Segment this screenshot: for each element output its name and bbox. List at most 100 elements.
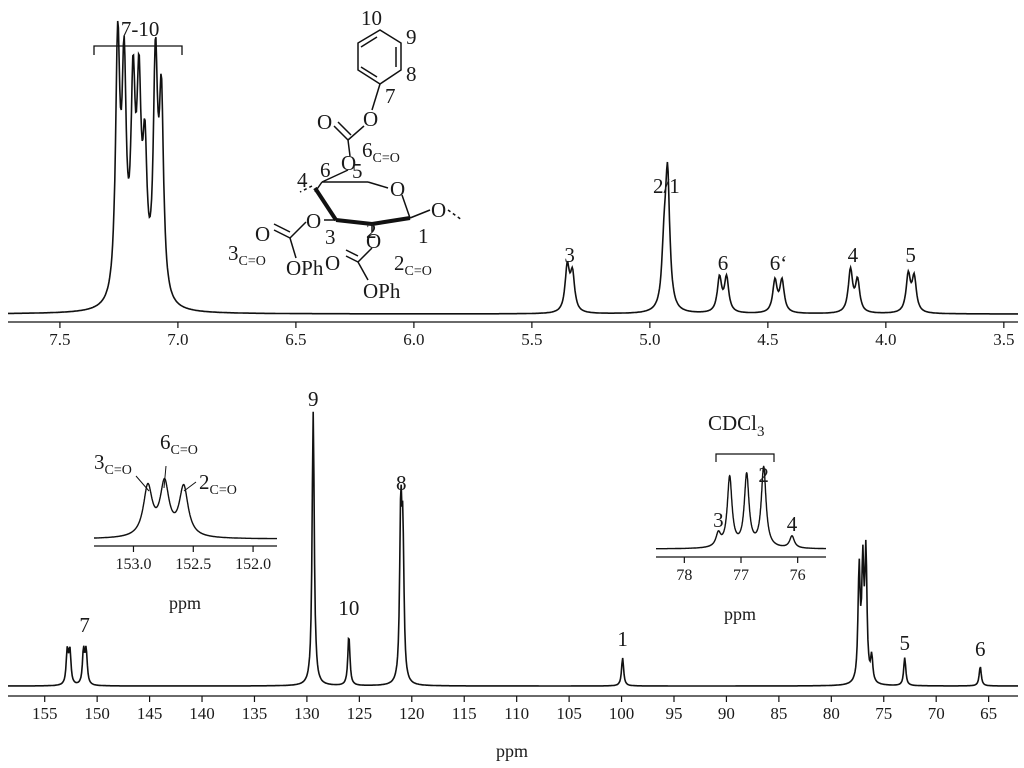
structure-labels: 10 9 8 7 O O O 6C=O 6 5 4 O O 3 2 1 O O … [228,6,446,303]
x-tick-label: 135 [242,704,268,723]
bond [409,209,431,219]
oxygen-label: O [363,107,378,131]
carbonyl-inset-ticks: 153.0 152.5 152.0 [115,546,271,573]
x-tick-label: 152.0 [235,556,271,573]
peak-label: 6 [718,251,729,275]
bond [357,261,369,281]
x-tick-label: 76 [790,567,806,584]
bond [321,169,349,183]
atom-number-6: 6 [320,158,331,182]
h1-panel: 7.5 7.0 6.5 6.0 5.5 5.0 4.5 4.0 3.5 7-10 3 2/1 6 6‘ 4… [8,17,1018,349]
bond [371,83,381,111]
x-tick-label: 75 [875,704,892,723]
x-tick-label: 85 [770,704,787,723]
x-tick-label: 5.0 [639,330,660,349]
peak-label: 3 [564,243,575,267]
leader-line [183,481,197,492]
phenyl-inner-bond [360,36,378,48]
x-tick-label: 150 [84,704,110,723]
atom-number-1: 1 [418,224,429,248]
x-tick-label: 140 [189,704,215,723]
x-tick-label: 152.5 [175,556,211,573]
c13-panel: 155 150 145 140 135 130 125 120 115 110 105 100 95 90… [8,387,1018,761]
cdcl3-inset-x-label: ppm [724,604,756,624]
atom-number-5: 5 [352,159,363,183]
cdcl3-inset: 78 77 76 ppm CDCl3 3 2 4 [656,411,826,624]
leader-line [135,475,150,492]
phenoxy-label: OPh [363,279,401,303]
ring-oxygen-label: O [390,177,405,201]
oxygen-label: O [255,222,270,246]
x-tick-label: 78 [676,567,692,584]
bond [299,185,313,193]
bond [273,229,291,239]
x-tick-label: 125 [347,704,373,723]
bond [357,247,373,263]
x-tick-label: 7.0 [167,330,188,349]
phenyl-inner-bond [360,66,378,78]
bond [337,121,352,136]
bond [313,186,338,222]
c13-spectrum-trace [8,411,1018,687]
h1-x-ticks: 7.5 7.0 6.5 6.0 5.5 5.0 4.5 4.0 3.5 [49,322,1014,349]
cdcl3-peak-labels: 3 2 4 [713,463,798,536]
h1-spectrum-trace [8,20,1018,315]
cdcl3-inset-trace [656,465,826,550]
peak-label: 2 [758,463,769,487]
peak-label: 4 [848,243,859,267]
atom-number-8: 8 [406,62,417,86]
x-tick-label: 5.5 [521,330,542,349]
c13-x-ticks: 155 150 145 140 135 130 125 120 115 110 105 100 95 90… [32,696,997,723]
c13-x-axis-label: ppm [496,741,528,761]
x-tick-label: 155 [32,704,58,723]
atom-number-9: 9 [406,25,417,49]
peak-label: 8 [396,471,407,495]
x-tick-label: 65 [980,704,997,723]
x-tick-label: 80 [823,704,840,723]
bond [345,249,359,257]
bond [401,194,411,219]
bond [367,181,389,189]
bond [347,139,351,157]
phenoxy-label: OPh [286,256,324,280]
oxygen-label: O [325,251,340,275]
x-tick-label: 105 [556,704,582,723]
peak-label: 9 [308,387,319,411]
carbonyl-3-label: 3C=O [94,450,132,478]
bond [335,218,373,226]
carbonyl-label-2: 2C=O [394,251,432,279]
cdcl3-inset-ticks: 78 77 76 [676,557,806,584]
x-tick-label: 100 [609,704,635,723]
x-tick-label: 120 [399,704,425,723]
carbonyl-2-label: 2C=O [199,470,237,498]
x-tick-label: 90 [718,704,735,723]
peak-label: 6‘ [770,251,788,275]
c13-peak-labels: 7 9 10 8 1 5 6 [79,387,985,661]
carbonyl-inset-trace [94,477,277,540]
x-tick-label: 153.0 [115,556,151,573]
bond [289,221,307,239]
carbonyl-6-label: 6C=O [160,430,198,458]
peak-label: 6 [975,637,986,661]
cdcl3-label: CDCl3 [708,411,765,440]
cdcl3-bracket [715,453,775,462]
x-tick-label: 110 [504,704,529,723]
peak-label: 7-10 [121,17,160,41]
carbonyl-inset: 153.0 152.5 152.0 ppm 3C=O 6C=O 2C=O [94,430,277,613]
peak-label: 7 [79,613,90,637]
phenyl-ring [357,29,402,85]
x-tick-label: 6.0 [403,330,424,349]
x-tick-label: 130 [294,704,320,723]
peak-label: 5 [905,243,916,267]
x-tick-label: 4.5 [757,330,778,349]
anomeric-oxygen-label: O [431,198,446,222]
atom-number-7: 7 [385,84,396,108]
aromatic-bracket [93,45,183,55]
oxygen-label: O [366,229,381,253]
peak-label: 5 [899,631,910,655]
carbonyl-inset-x-label: ppm [169,593,201,613]
atom-number-3: 3 [325,225,336,249]
carbonyl-label-3: 3C=O [228,241,266,269]
atom-number-4: 4 [297,168,308,192]
